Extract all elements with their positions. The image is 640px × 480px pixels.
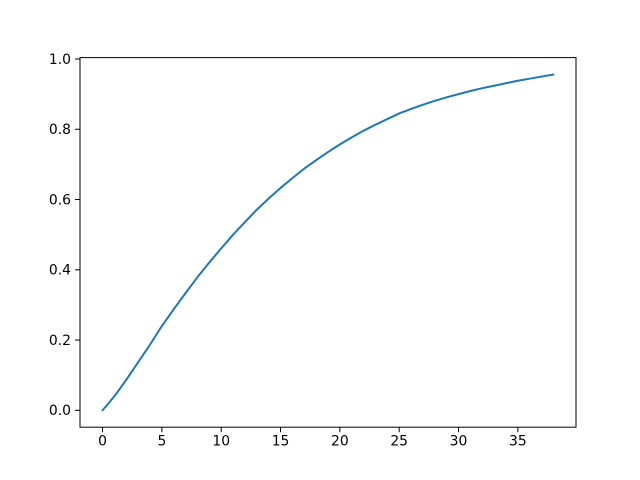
x-tick-label: 0 <box>98 434 107 450</box>
y-tick-label: 0.4 <box>49 263 71 279</box>
axes-frame <box>79 57 577 428</box>
data-line-curve <box>101 73 555 412</box>
y-tick-label: 1.0 <box>49 52 71 68</box>
x-tick-label: 30 <box>450 434 468 450</box>
y-tick-label: 0.2 <box>49 333 71 349</box>
x-tick-label: 25 <box>390 434 408 450</box>
y-tick-label: 0.6 <box>49 192 71 208</box>
x-tick-label: 15 <box>272 434 290 450</box>
x-tick-label: 10 <box>212 434 230 450</box>
x-tick-label: 35 <box>509 434 527 450</box>
y-tick-label: 0.8 <box>49 122 71 138</box>
x-tick-label: 5 <box>157 434 166 450</box>
y-tick-label: 0.0 <box>49 403 71 419</box>
x-tick-label: 20 <box>331 434 349 450</box>
